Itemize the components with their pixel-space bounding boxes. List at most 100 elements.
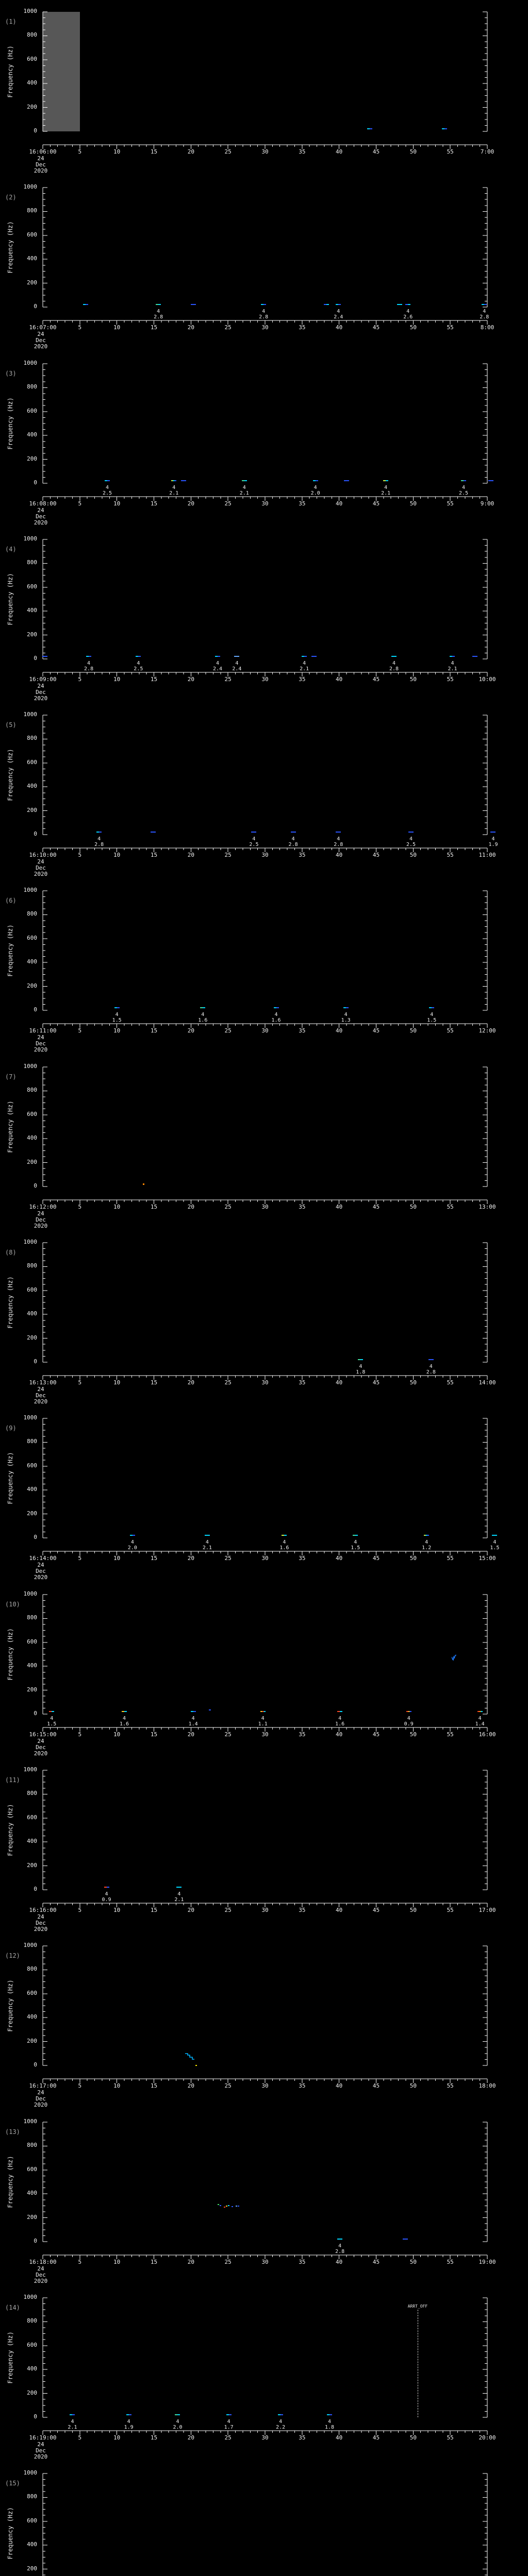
x-tick-label: 40 xyxy=(336,1555,343,1562)
date-label: 2020 xyxy=(34,1926,48,1933)
x-tick-label: 55 xyxy=(447,2082,454,2089)
y-tick-label: 400 xyxy=(27,607,37,614)
axes xyxy=(42,2297,488,2435)
panel-index: (1) xyxy=(5,18,16,25)
event-count-label: 4 xyxy=(274,1012,278,1018)
x-tick-label: 10 xyxy=(113,676,121,683)
event-marker xyxy=(215,656,221,657)
event-count-label: 4 xyxy=(344,1012,348,1018)
date-label: Dec xyxy=(36,1392,46,1399)
x-tick-label: 15 xyxy=(150,500,158,507)
axes xyxy=(42,539,488,676)
x-tick-label: 20 xyxy=(187,2082,194,2089)
x-tick-label: 45 xyxy=(372,1204,380,1210)
start-time-label: 16:15:00 xyxy=(29,1731,57,1738)
event-magnitude-label: 2.8 xyxy=(288,842,298,848)
event-count-label: 4 xyxy=(337,836,340,842)
x-tick-label: 45 xyxy=(372,1027,380,1034)
x-tick-label: 20 xyxy=(187,2434,194,2441)
annotation-dot xyxy=(195,2064,197,2066)
x-tick-label: 5 xyxy=(78,1027,82,1034)
y-tick-label: 0 xyxy=(34,831,37,837)
event-marker xyxy=(190,304,196,305)
y-tick-label: 0 xyxy=(34,303,37,310)
event-marker xyxy=(326,2414,332,2415)
event-marker xyxy=(136,656,141,657)
x-tick-label: 45 xyxy=(372,1555,380,1562)
event-marker xyxy=(405,304,411,305)
event-marker xyxy=(429,1007,435,1008)
event-magnitude-label: 2.0 xyxy=(173,2425,183,2430)
event-marker xyxy=(226,2414,232,2415)
y-tick-label: 1000 xyxy=(23,2118,38,2125)
event-magnitude-label: 2.5 xyxy=(458,490,469,496)
event-count-label: 4 xyxy=(177,1891,181,1897)
event-marker xyxy=(282,1535,287,1536)
x-tick-label: 20 xyxy=(187,676,194,683)
y-tick-label: 200 xyxy=(27,1510,37,1517)
axes xyxy=(42,1242,488,1380)
spectrogram-panel: (2) Frequency (Hz) 0 200 400 600 800 1000 5 10 15 2… xyxy=(0,176,528,352)
event-count-label: 4 xyxy=(71,2419,74,2425)
x-tick-label: 55 xyxy=(447,1204,454,1210)
event-count-label: 4 xyxy=(87,660,91,666)
y-tick-label: 400 xyxy=(27,1486,37,1493)
y-tick-label: 800 xyxy=(27,2142,37,2149)
event-count-label: 4 xyxy=(123,1716,126,1721)
x-tick-label: 45 xyxy=(372,2082,380,2089)
event-magnitude-label: 0.9 xyxy=(102,1897,111,1903)
panel-index: (9) xyxy=(5,1425,16,1432)
event-count-label: 4 xyxy=(384,485,388,490)
event-magnitude-label: 2.1 xyxy=(202,1545,212,1551)
event-marker xyxy=(86,656,92,657)
event-marker xyxy=(273,1007,279,1008)
event-marker xyxy=(337,1711,343,1712)
date-label: Dec xyxy=(36,865,46,871)
y-axis-label: Frequency (Hz) xyxy=(7,2331,14,2384)
start-time-label: 16:07:00 xyxy=(29,324,57,331)
event-magnitude-label: 2.6 xyxy=(403,314,413,320)
event-count-label: 4 xyxy=(127,2419,130,2425)
date-label: Dec xyxy=(36,1744,46,1751)
x-tick-label: 10 xyxy=(113,1379,121,1386)
x-tick-label: 35 xyxy=(299,2259,306,2265)
event-magnitude-label: 2.8 xyxy=(426,1369,436,1375)
x-tick-label: 55 xyxy=(447,1379,454,1386)
event-count-label: 4 xyxy=(483,309,486,314)
start-time-label: 16:17:00 xyxy=(29,2082,57,2089)
panel-index: (14) xyxy=(5,2304,20,2311)
y-axis-label: Frequency (Hz) xyxy=(7,1979,14,2032)
x-tick-label: 50 xyxy=(409,1204,417,1210)
event-marker xyxy=(151,832,156,833)
y-tick-label: 0 xyxy=(34,2061,37,2068)
event-marker xyxy=(278,2414,284,2415)
date-label: 24 xyxy=(37,1913,44,1920)
x-tick-label: 45 xyxy=(372,676,380,683)
event-marker xyxy=(337,2239,343,2240)
y-tick-label: 1000 xyxy=(23,8,38,14)
event-marker xyxy=(424,1535,430,1536)
x-tick-label: 50 xyxy=(409,148,417,155)
event-marker xyxy=(260,1711,266,1712)
y-tick-label: 800 xyxy=(27,910,37,918)
y-tick-label: 400 xyxy=(27,1310,37,1317)
x-tick-label: 15 xyxy=(150,2434,158,2441)
event-count-label: 4 xyxy=(338,2243,342,2249)
y-axis-label: Frequency (Hz) xyxy=(7,573,14,625)
x-tick-label: 55 xyxy=(447,2434,454,2441)
event-marker xyxy=(114,1007,120,1008)
event-count-label: 4 xyxy=(97,836,101,842)
date-label: 2020 xyxy=(34,695,48,702)
x-tick-label: 15 xyxy=(150,676,158,683)
y-tick-label: 400 xyxy=(27,2013,37,2021)
x-tick-label: 10 xyxy=(113,148,121,155)
x-tick-label: 35 xyxy=(299,1379,306,1386)
x-tick-label: 5 xyxy=(78,2259,82,2265)
event-magnitude-label: 2.8 xyxy=(480,314,489,320)
date-label: 2020 xyxy=(34,167,48,174)
x-tick-label: 55 xyxy=(447,1731,454,1738)
date-label: 2020 xyxy=(34,871,48,877)
event-magnitude-label: 2.5 xyxy=(102,490,112,496)
event-count-label: 4 xyxy=(105,1891,108,1897)
event-marker xyxy=(175,2414,180,2415)
